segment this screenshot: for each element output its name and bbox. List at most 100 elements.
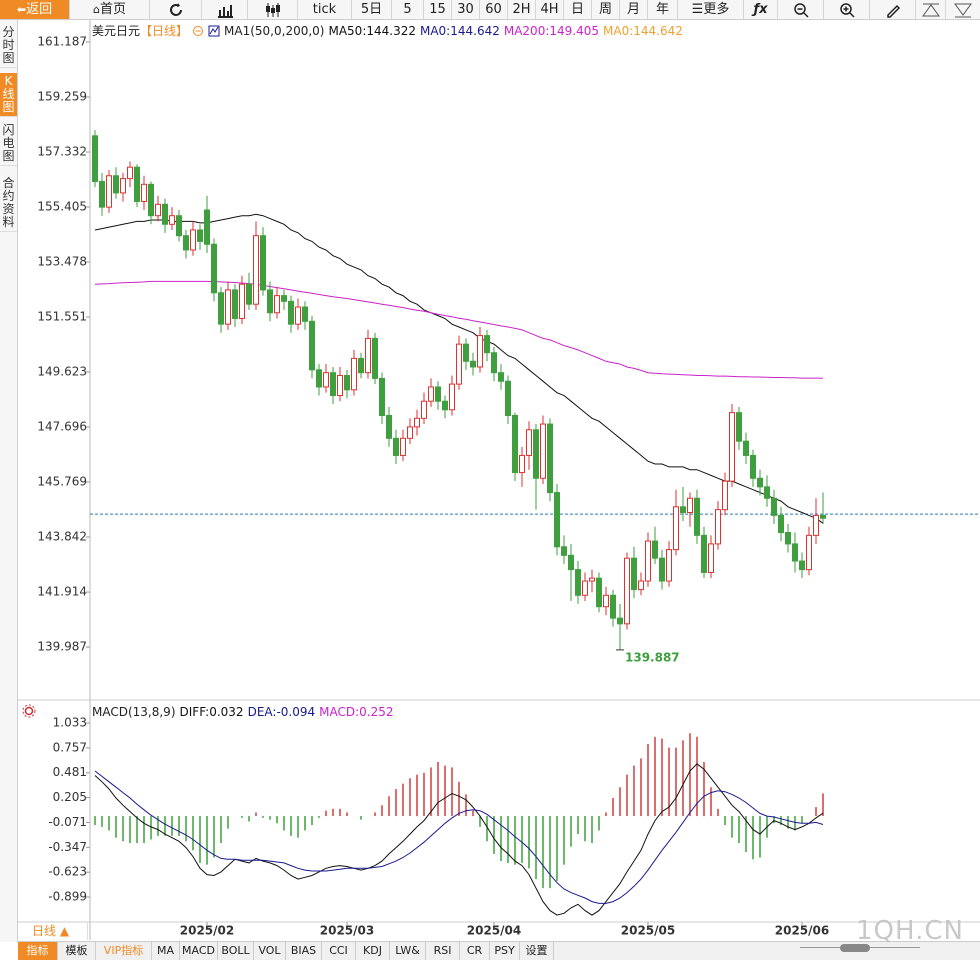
candle-body bbox=[463, 343, 469, 362]
bar-icon[interactable] bbox=[202, 0, 248, 19]
candle-body bbox=[736, 412, 742, 442]
indicator-tab[interactable]: CCI bbox=[322, 942, 356, 960]
candle-body bbox=[631, 557, 637, 591]
period-switch[interactable]: 日线 ▲ bbox=[20, 923, 88, 940]
indicator-tab[interactable]: 设置 bbox=[520, 942, 554, 960]
macd-settings-icon[interactable] bbox=[22, 704, 36, 718]
down-button[interactable] bbox=[946, 0, 980, 19]
indicator-tab[interactable]: MA bbox=[152, 942, 180, 960]
candle-body bbox=[302, 306, 308, 322]
period-label: 【日线】 bbox=[140, 24, 189, 38]
draw-button[interactable] bbox=[870, 0, 916, 19]
candle-body bbox=[197, 229, 203, 242]
candle-icon[interactable] bbox=[248, 0, 298, 19]
period-button[interactable]: 15 bbox=[424, 0, 452, 19]
sidebar-tab[interactable]: 合约资料 bbox=[0, 175, 17, 232]
candle-body bbox=[666, 549, 672, 582]
period-button[interactable]: 周 bbox=[592, 0, 620, 19]
candle-body bbox=[120, 178, 126, 194]
period-button[interactable]: 日 bbox=[564, 0, 592, 19]
sidebar-tab[interactable]: 闪电图 bbox=[0, 122, 17, 166]
y-tick-label: 151.551 bbox=[37, 310, 87, 324]
indicator-icon[interactable] bbox=[208, 25, 220, 37]
indicator-tab[interactable]: KDJ bbox=[356, 942, 390, 960]
ma-line bbox=[94, 213, 824, 524]
candle-body bbox=[351, 357, 357, 391]
candle-body bbox=[274, 295, 280, 314]
candle-body bbox=[365, 337, 371, 374]
y-tick-label: 0.205 bbox=[53, 790, 87, 804]
candle-body bbox=[400, 437, 406, 456]
candle-body bbox=[386, 414, 392, 439]
candle-body bbox=[645, 540, 651, 582]
up-button[interactable] bbox=[916, 0, 946, 19]
home-button[interactable]: ⌂首页 bbox=[70, 0, 150, 19]
candle-body bbox=[414, 417, 420, 428]
period-button[interactable]: 30 bbox=[452, 0, 480, 19]
period-button[interactable]: 年 bbox=[648, 0, 678, 19]
period-button[interactable]: 5日 bbox=[352, 0, 392, 19]
zoom-out-button[interactable] bbox=[778, 0, 824, 19]
candle-body bbox=[596, 577, 602, 608]
legend-entry: MA0:144.642 bbox=[603, 23, 683, 38]
candle-body bbox=[92, 135, 98, 182]
candle-body bbox=[491, 352, 497, 374]
candle-body bbox=[659, 557, 665, 582]
candle-body bbox=[484, 335, 490, 354]
period-button[interactable]: 60 bbox=[480, 0, 508, 19]
slider-thumb[interactable] bbox=[840, 944, 870, 952]
indicator-tab[interactable]: RSI bbox=[426, 942, 460, 960]
y-tick-label: 147.696 bbox=[37, 420, 87, 434]
candle-body bbox=[568, 554, 574, 571]
indicator-tab[interactable]: VOL bbox=[254, 942, 286, 960]
refresh-button[interactable] bbox=[150, 0, 202, 19]
indicator-tab[interactable]: PSY bbox=[490, 942, 520, 960]
more-button[interactable]: ☰更多 bbox=[678, 0, 744, 19]
legend-entry: MA200:149.405 bbox=[503, 23, 599, 38]
candle-body bbox=[232, 289, 238, 319]
y-tick-label: 0.481 bbox=[53, 765, 87, 779]
sidebar: 分时图 K线图 闪电图 合约资料 bbox=[0, 20, 18, 942]
y-tick-label: -0.071 bbox=[48, 815, 87, 829]
indicator-tab[interactable]: MACD bbox=[180, 942, 218, 960]
period-button[interactable]: 月 bbox=[620, 0, 648, 19]
sidebar-tab[interactable]: K线图 bbox=[0, 73, 17, 117]
candle-body bbox=[701, 534, 707, 573]
candle-body bbox=[379, 377, 385, 416]
candle-body bbox=[225, 289, 231, 325]
candle-body bbox=[246, 283, 252, 305]
candle-body bbox=[99, 180, 105, 208]
candle-body bbox=[253, 235, 259, 305]
tick-button[interactable]: tick bbox=[298, 0, 352, 19]
x-tick-label: 2025/05 bbox=[621, 924, 675, 938]
indicator-tab[interactable]: 指标 bbox=[18, 942, 58, 960]
candle-body bbox=[316, 369, 322, 388]
candle-body bbox=[421, 400, 427, 419]
macd-header: MACD(13,8,9) DIFF:0.032 DEA:-0.094 MACD:0.… bbox=[92, 705, 394, 719]
candle-body bbox=[519, 454, 525, 474]
period-button[interactable]: 2H bbox=[508, 0, 536, 19]
back-button[interactable]: ⬅返回 bbox=[0, 0, 70, 19]
add-icon[interactable] bbox=[192, 25, 204, 37]
fx-button[interactable]: ƒx bbox=[744, 0, 778, 19]
indicator-tab[interactable]: VIP指标 bbox=[96, 942, 152, 960]
candle-body bbox=[449, 383, 455, 411]
legend-entry: DIFF:0.032 bbox=[179, 705, 244, 719]
indicator-tab[interactable]: LW& bbox=[390, 942, 426, 960]
y-tick-label: -0.899 bbox=[48, 890, 87, 904]
candle-body bbox=[687, 497, 693, 514]
scroll-slider[interactable] bbox=[800, 944, 920, 956]
period-button[interactable]: 5 bbox=[392, 0, 424, 19]
sidebar-tab[interactable]: 分时图 bbox=[0, 24, 17, 68]
legend-entry: MACD:0.252 bbox=[319, 705, 394, 719]
indicator-tab[interactable]: CR bbox=[460, 942, 490, 960]
indicator-tab[interactable]: BIAS bbox=[286, 942, 322, 960]
indicator-tab[interactable]: BOLL bbox=[218, 942, 254, 960]
indicator-tab[interactable]: 模板 bbox=[58, 942, 96, 960]
zoom-in-button[interactable] bbox=[824, 0, 870, 19]
period-button[interactable]: 4H bbox=[536, 0, 564, 19]
candle-body bbox=[106, 175, 112, 208]
y-tick-label: 1.033 bbox=[53, 716, 87, 730]
candle-body bbox=[540, 423, 546, 479]
candle-body bbox=[470, 360, 476, 368]
